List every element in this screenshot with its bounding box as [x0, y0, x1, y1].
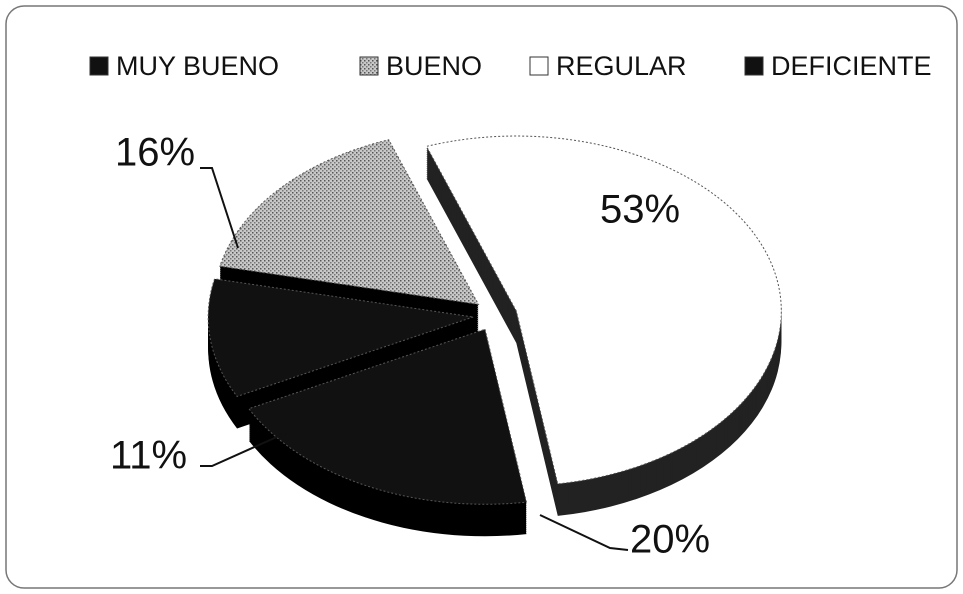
pie-slice: [425, 135, 782, 516]
slice-top: [207, 278, 474, 398]
pie-slice: [219, 139, 480, 337]
legend-label: REGULAR: [556, 51, 687, 81]
slice-top: [425, 135, 782, 485]
data-label: 53%: [600, 188, 680, 232]
slice-top: [248, 328, 528, 505]
leader-line: [200, 167, 239, 249]
data-label: 16%: [115, 131, 195, 175]
legend-swatch: [529, 56, 549, 76]
pie-slice: [207, 278, 474, 429]
legend-swatch: [744, 56, 764, 76]
legend-label: BUENO: [386, 51, 482, 81]
leader-line: [200, 431, 289, 467]
data-label: 20%: [630, 518, 710, 562]
legend-swatch: [89, 56, 109, 76]
slice-top: [219, 139, 480, 306]
legend-label: DEFICIENTE: [771, 51, 932, 81]
leader-line: [539, 514, 629, 551]
pie-slice: [248, 328, 528, 537]
legend-label: MUY BUENO: [116, 51, 279, 81]
legend-swatch: [359, 56, 379, 76]
data-label: 11%: [110, 434, 187, 478]
